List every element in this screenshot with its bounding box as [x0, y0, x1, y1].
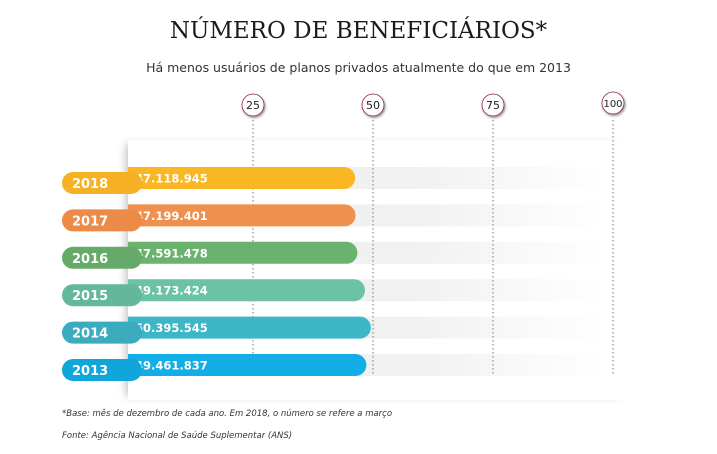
x-tick-label: 50 — [366, 99, 380, 112]
year-label: 2014 — [72, 327, 108, 342]
tick-circle — [601, 91, 625, 115]
bar-value-label: 49.173.424 — [135, 284, 208, 298]
bar — [128, 204, 356, 227]
bar-value-label: 47.199.401 — [135, 209, 208, 223]
year-pill — [62, 172, 142, 194]
year-pill — [62, 321, 142, 344]
bar-value-label: 49.461.837 — [135, 359, 208, 373]
bar — [128, 167, 356, 189]
year-pill — [62, 359, 142, 381]
footnote-base: *Base: mês de dezembro de cada ano. Em 2… — [62, 409, 393, 419]
bar-value-label: 47.591.478 — [135, 246, 208, 260]
footnote-source: Fonte: Agência Nacional de Saúde Supleme… — [62, 431, 293, 441]
bar — [128, 241, 358, 264]
year-label: 2016 — [72, 252, 108, 267]
year-label: 2013 — [72, 364, 108, 379]
tick-circle — [481, 93, 505, 117]
bar-value-label: 47.118.945 — [135, 172, 208, 186]
year-label: 2017 — [72, 214, 108, 229]
bar — [128, 354, 367, 376]
year-pill — [62, 209, 142, 232]
x-tick-label: 75 — [486, 99, 500, 112]
x-tick-label: 100 — [603, 99, 622, 110]
chart-subtitle: Há menos usuários de planos privados atu… — [146, 60, 571, 75]
bar-value-label: 50.395.545 — [135, 321, 208, 335]
tick-circle — [361, 93, 385, 117]
bar — [128, 279, 366, 302]
year-pill — [62, 246, 142, 269]
tick-circle — [241, 93, 265, 117]
year-label: 2015 — [72, 289, 108, 304]
chart-title: NÚMERO DE BENEFICIÁRIOS* — [169, 18, 548, 44]
bar — [128, 316, 371, 339]
year-label: 2018 — [72, 177, 108, 192]
year-pill — [62, 284, 142, 307]
x-tick-label: 25 — [246, 99, 260, 112]
